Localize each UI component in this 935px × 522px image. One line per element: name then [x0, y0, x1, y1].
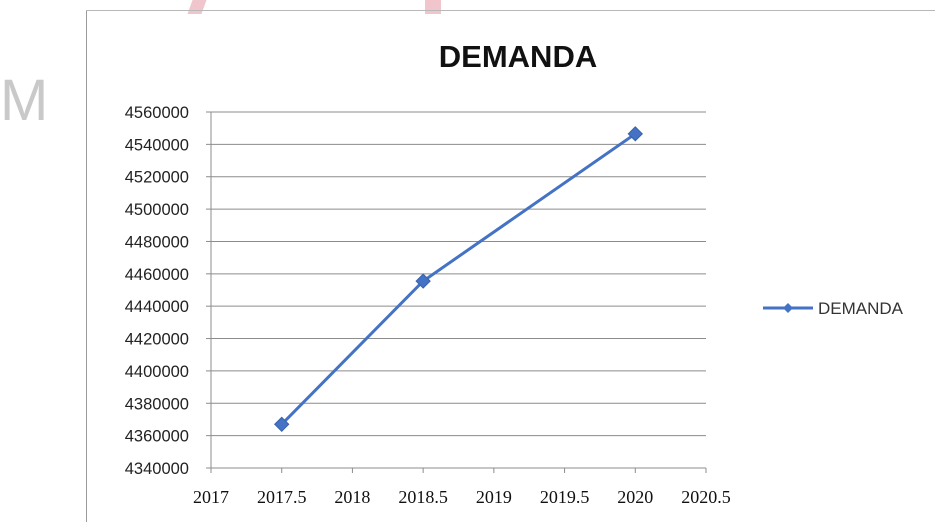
- legend: DEMANDA: [763, 299, 904, 318]
- y-tick-label: 4360000: [125, 428, 189, 446]
- y-tick-label: 4540000: [125, 136, 189, 154]
- y-tick-label: 4440000: [125, 298, 189, 316]
- chart-frame-top-border: [86, 10, 935, 11]
- x-tick-label: 2020: [617, 487, 653, 507]
- plot-area: [274, 126, 643, 433]
- y-tick-label: 4400000: [125, 363, 189, 381]
- chart-title: DEMANDA: [439, 39, 597, 74]
- data-point-marker: [274, 416, 290, 433]
- x-tick-label: 2020.5: [681, 487, 731, 507]
- gridlines: [211, 111, 706, 437]
- legend-label: DEMANDA: [818, 299, 904, 318]
- x-tick-label: 2017.5: [257, 487, 307, 507]
- y-tick-label: 4460000: [125, 266, 189, 284]
- series-line-demanda: [280, 132, 637, 426]
- y-tick-label: 4480000: [125, 233, 189, 251]
- y-tick-label: 4500000: [125, 201, 189, 219]
- y-tick-label: 4520000: [125, 169, 189, 187]
- x-tick-label: 2019.5: [540, 487, 590, 507]
- background-letter: M: [0, 68, 49, 133]
- data-point-marker: [415, 273, 431, 289]
- x-tick-label: 2019: [476, 487, 512, 507]
- y-tick-label: 4560000: [125, 104, 189, 122]
- y-tick-label: 4380000: [125, 395, 189, 413]
- x-axis-ticks: 2017 2017.5 2018 2018.5 2019 2019.5 2020 2020.5: [193, 487, 731, 507]
- y-axis-ticks: 4340000 4360000 4380000 4400000 4420000 44400…: [125, 104, 189, 478]
- legend-marker: [783, 303, 793, 313]
- chart-frame-left-border: [86, 10, 87, 522]
- x-tick-label: 2017: [193, 487, 229, 507]
- data-point-marker: [627, 126, 643, 142]
- y-tick-label: 4340000: [125, 460, 189, 478]
- x-tick-label: 2018: [334, 487, 370, 507]
- y-tick-label: 4420000: [125, 331, 189, 349]
- axes: [206, 111, 707, 473]
- x-tick-label: 2018.5: [398, 487, 448, 507]
